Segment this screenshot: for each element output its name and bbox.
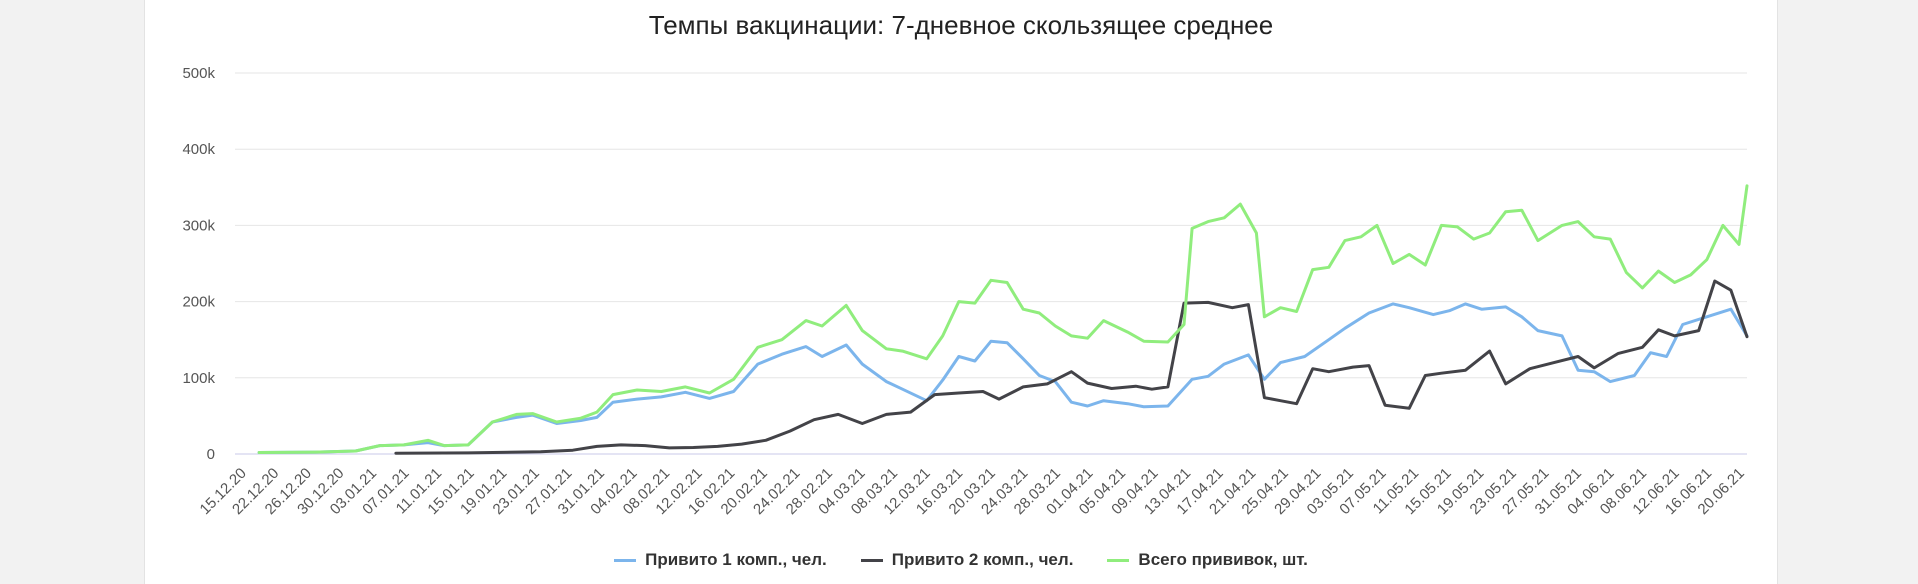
y-tick-label: 400k (182, 141, 215, 158)
legend-label: Привито 2 комп., чел. (891, 550, 1074, 569)
legend-label: Привито 1 комп., чел. (645, 550, 827, 569)
legend-swatch (860, 558, 883, 562)
legend-item-3[interactable]: Всего прививок, шт. (1107, 550, 1308, 570)
line-chart: 0100k200k300k400k500k15.12.2022.12.2026.… (182, 65, 1749, 518)
series-line-1 (257, 302, 1749, 454)
y-tick-label: 300k (182, 217, 215, 234)
series-line-2 (394, 279, 1749, 455)
legend-label: Всего прививок, шт. (1138, 550, 1308, 569)
chart-card: Темпы вакцинации: 7-дневное скользящее с… (144, 0, 1778, 584)
legend-swatch (614, 558, 637, 562)
y-tick-label: 200k (182, 294, 215, 311)
series-line-3 (257, 184, 1749, 454)
legend-item-1[interactable]: Привито 1 комп., чел. (614, 550, 827, 570)
legend-item-2[interactable]: Привито 2 комп., чел. (860, 550, 1074, 570)
legend-swatch (1107, 558, 1130, 562)
chart-title: Темпы вакцинации: 7-дневное скользящее с… (648, 10, 1274, 40)
y-tick-label: 500k (182, 65, 215, 82)
chart-legend: Привито 1 комп., чел. Привито 2 комп., че… (145, 550, 1777, 570)
y-tick-label: 0 (207, 446, 215, 463)
y-tick-label: 100k (182, 370, 215, 387)
